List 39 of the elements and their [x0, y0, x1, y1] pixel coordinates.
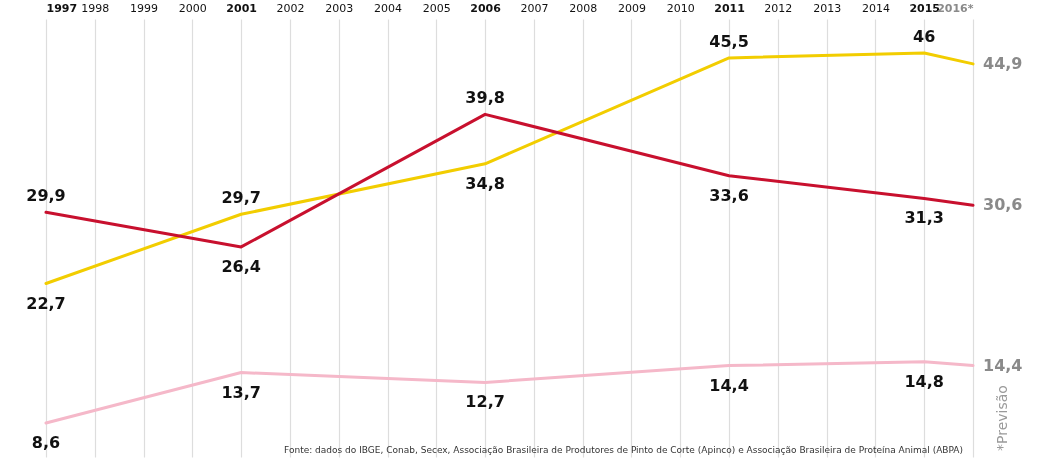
x-tick-label: 2016*	[937, 1, 974, 15]
x-tick-label: 2008	[569, 1, 598, 15]
data-label: 33,6	[709, 185, 749, 205]
x-tick-label: 2013	[813, 1, 842, 15]
data-label: 39,8	[465, 88, 505, 108]
x-tick-label: 2004	[374, 1, 403, 15]
x-tick-label: 2011	[714, 1, 745, 15]
data-label: 8,6	[31, 433, 61, 452]
text: *Previsão	[994, 385, 1010, 451]
x-tick-label: 1999	[130, 1, 159, 15]
x-tick-label: 2012	[764, 1, 793, 15]
data-label: 13,7	[221, 382, 261, 402]
x-tick-label: 2007	[520, 1, 549, 15]
x-tick-label: 2003	[325, 1, 354, 15]
data-label: 44,9	[983, 53, 1023, 73]
x-tick-label: 2014	[861, 1, 890, 15]
data-label: 26,4	[221, 256, 261, 276]
data-label: 30,6	[983, 195, 1023, 215]
data-label: 45,5	[709, 31, 749, 51]
data-label: 14,4	[709, 375, 749, 395]
source-note: Fonte: dados do IBGE, Conab, Secex, Associação Brasileira de Produtores de Pinto de Corte (Apinco) e Associação Brasileira de Proteína Animal (ABPA)	[284, 445, 963, 455]
data-label: 12,7	[465, 392, 505, 412]
x-tick-label: 2010	[666, 1, 695, 15]
data-label: 22,7	[26, 293, 66, 313]
data-label: 14,8	[904, 371, 944, 391]
data-label: 29,9	[26, 186, 66, 206]
data-label: 31,3	[904, 208, 944, 228]
x-tick-label: 1997	[46, 1, 78, 15]
x-tick-label: 2005	[422, 1, 451, 15]
x-tick-label: 2009	[617, 1, 646, 15]
x-tick-label: 2000	[178, 1, 207, 15]
x-tick-label: 2006	[470, 1, 502, 15]
data-label: 14,4	[983, 355, 1023, 375]
x-tick-label: 2002	[276, 1, 305, 15]
x-tick-label: 2001	[226, 1, 257, 15]
data-label: 46	[913, 27, 936, 46]
x-tick-label: 1998	[81, 1, 110, 15]
data-label: 29,7	[221, 188, 261, 208]
data-label: 34,8	[465, 173, 505, 193]
